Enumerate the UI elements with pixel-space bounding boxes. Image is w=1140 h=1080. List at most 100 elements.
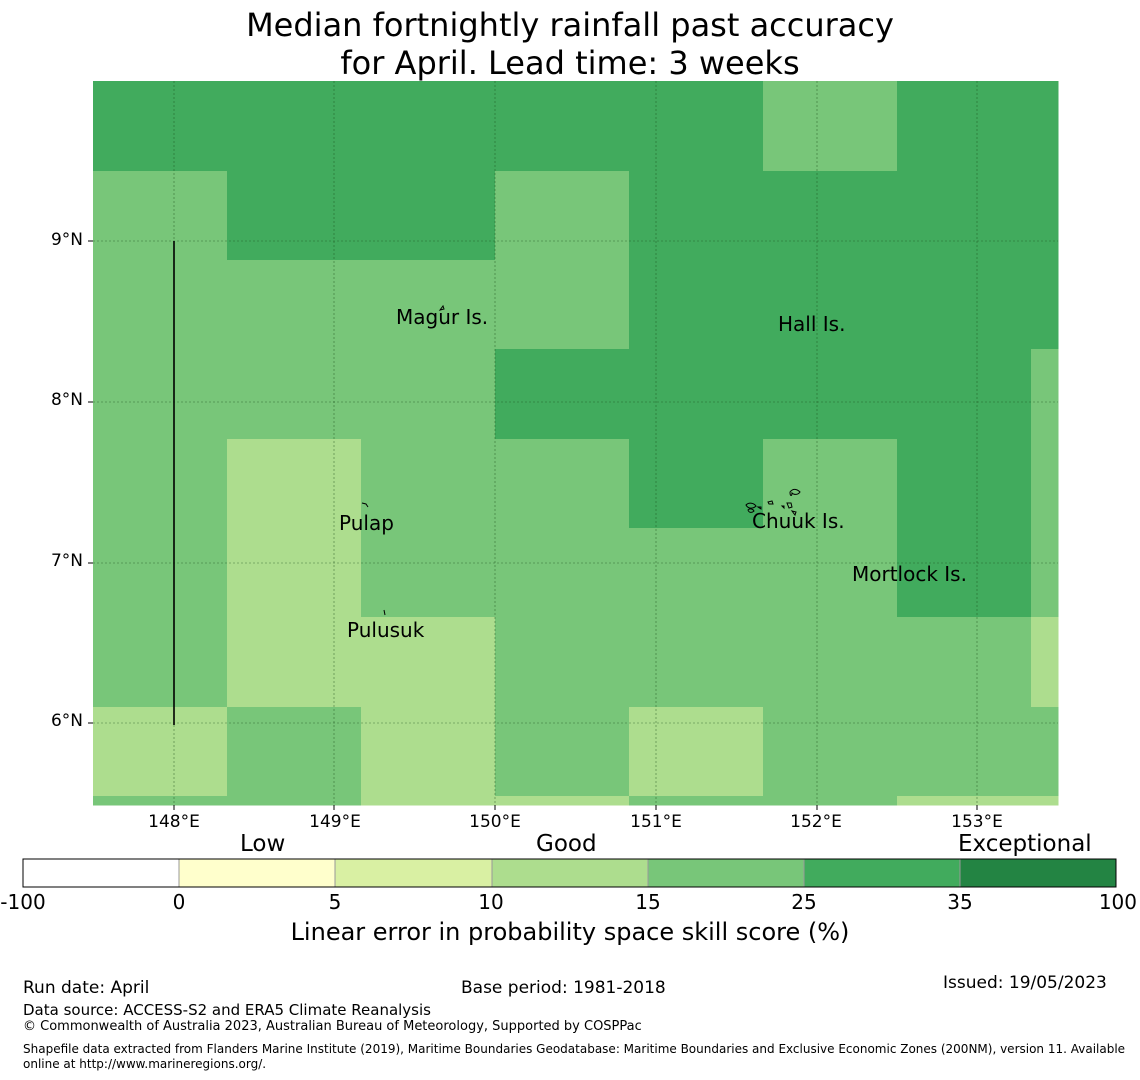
grid-cell (227, 171, 362, 261)
grid-cell (897, 439, 1032, 529)
data-source: Data source: ACCESS-S2 and ERA5 Climate … (23, 1001, 431, 1019)
grid-cell (361, 81, 496, 172)
island-outline (786, 502, 793, 509)
colorbar-category-good: Good (536, 831, 597, 857)
grid-cell (361, 349, 496, 440)
grid-cell (629, 439, 764, 529)
grid-cell (1031, 707, 1059, 797)
island-outline (756, 506, 762, 510)
x-tick-150e: 150°E (469, 812, 521, 832)
grid-cell (897, 260, 1032, 350)
grid-cell (1031, 796, 1059, 806)
grid-cell (763, 439, 898, 529)
colorbar-segment (959, 858, 1117, 888)
grid-cell (763, 81, 898, 172)
grid-cell (93, 439, 228, 529)
colorbar-tick-10: 10 (478, 890, 504, 914)
grid-cell (1031, 349, 1059, 440)
x-tick-152e: 152°E (790, 812, 842, 832)
island-outline (361, 502, 369, 508)
grid-cell (897, 707, 1032, 797)
place-label-mortlock: Mortlock Is. (852, 562, 967, 586)
grid-cell (897, 171, 1032, 261)
grid-cell (361, 439, 496, 529)
colorbar-segment (334, 858, 493, 888)
map-gridlines (88, 81, 1058, 810)
grid-cell (629, 349, 764, 440)
issued-date: Issued: 19/05/2023 (943, 973, 1107, 993)
x-tick-148e: 148°E (148, 812, 200, 832)
map-title: Median fortnightly rainfall past accurac… (0, 6, 1140, 82)
grid-cell (629, 796, 764, 806)
y-tick-9n: 9°N (50, 230, 83, 250)
place-label-pulap: Pulap (339, 511, 394, 535)
grid-cell (495, 796, 630, 806)
grid-cell (629, 528, 764, 618)
grid-cell (1031, 617, 1059, 708)
copyright: © Commonwealth of Australia 2023, Austra… (23, 1019, 642, 1034)
colorbar-segment (647, 858, 805, 888)
grid-cell (361, 707, 496, 797)
grid-cell (495, 171, 630, 261)
colorbar-tick-5: 5 (328, 890, 342, 914)
grid-cell (1031, 260, 1059, 350)
grid-cell (93, 260, 228, 350)
grid-cell (93, 528, 228, 618)
x-tick-149e: 149°E (309, 812, 361, 832)
title-line-1: Median fortnightly rainfall past accurac… (246, 6, 894, 44)
skill-grid-cells (93, 81, 1059, 806)
grid-cell (763, 707, 898, 797)
grid-cell (93, 617, 228, 708)
grid-cell (227, 707, 362, 797)
grid-cell (361, 171, 496, 261)
grid-cell (897, 796, 1032, 806)
colorbar-tick-35: 35 (947, 890, 973, 914)
grid-cell (227, 617, 362, 708)
grid-cell (629, 617, 764, 708)
colorbar-tick-25: 25 (791, 890, 817, 914)
colorbar-boxes (22, 858, 1117, 888)
grid-cell (629, 81, 764, 172)
grid-cell (1031, 528, 1059, 618)
colorbar-segment (178, 858, 336, 888)
grid-cell (495, 81, 630, 172)
grid-cell (897, 617, 1032, 708)
grid-cell (495, 707, 630, 797)
island-outline (767, 500, 774, 505)
grid-cell (227, 439, 362, 529)
colorbar-segment (491, 858, 649, 888)
colorbar-tick--100: -100 (0, 890, 46, 914)
place-label-hall: Hall Is. (778, 312, 846, 336)
colorbar-segment (22, 858, 180, 888)
colorbar-category-exceptional: Exceptional (958, 831, 1092, 857)
grid-cell (93, 349, 228, 440)
x-tick-151e: 151°E (630, 812, 682, 832)
grid-cell (93, 796, 228, 806)
grid-cell (227, 796, 362, 806)
grid-cell (897, 81, 1032, 172)
y-tick-7n: 7°N (50, 551, 83, 571)
base-period: Base period: 1981-2018 (461, 978, 666, 998)
place-label-magur: Magur Is. (396, 305, 489, 329)
grid-cell (1031, 439, 1059, 529)
grid-cell (1031, 171, 1059, 261)
grid-cell (93, 171, 228, 261)
grid-cell (361, 528, 496, 618)
island-outline (745, 502, 757, 509)
grid-cell (227, 260, 362, 350)
title-line-2: for April. Lead time: 3 weeks (340, 44, 800, 82)
colorbar-frame (22, 858, 1117, 888)
run-date: Run date: April (23, 978, 150, 998)
island-coastlines (361, 304, 801, 616)
y-tick-6n: 6°N (50, 711, 83, 731)
grid-cell (763, 796, 898, 806)
grid-cell (629, 260, 764, 350)
grid-cell (495, 617, 630, 708)
shapefile-credit-line-2: online at http://www.marineregions.org/. (23, 1057, 267, 1071)
grid-cell (1031, 81, 1059, 172)
grid-cell (763, 617, 898, 708)
grid-cell (763, 171, 898, 261)
colorbar-tick-100: 100 (1098, 890, 1137, 914)
island-outline (383, 609, 386, 616)
island-outline (789, 488, 801, 496)
